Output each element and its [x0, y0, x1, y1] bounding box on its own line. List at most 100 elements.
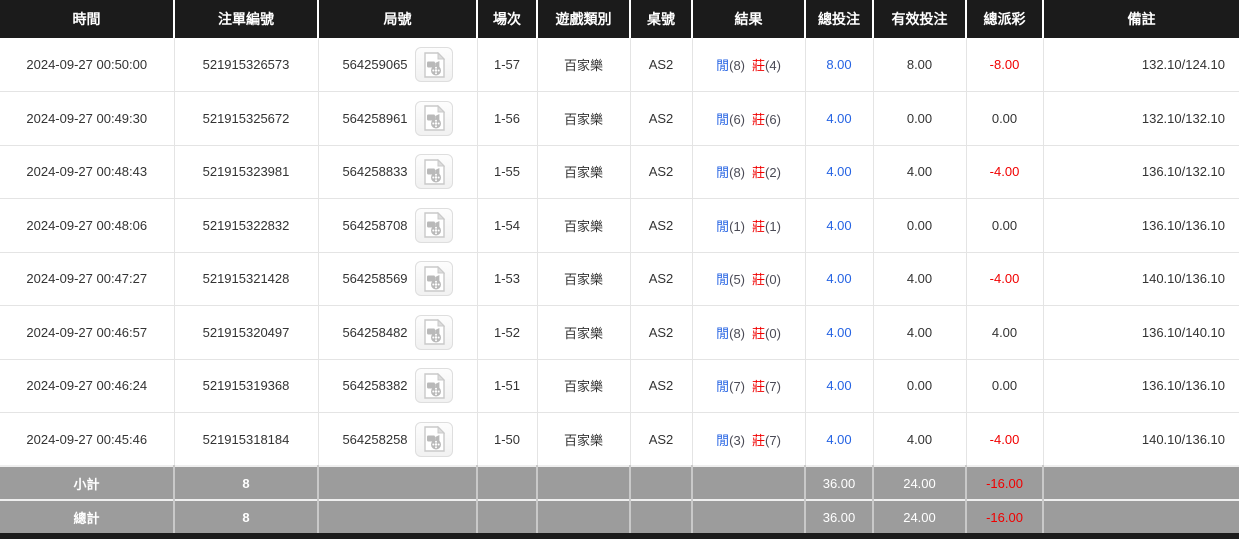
video-replay-button[interactable] — [414, 421, 453, 457]
total-payout-cell: -4.00 — [966, 412, 1044, 467]
player-score: (8) — [729, 58, 745, 73]
total-payout-cell: 4.00 — [966, 305, 1044, 360]
result-cell: 閒(6) 莊(6) — [692, 91, 806, 146]
video-replay-button[interactable] — [414, 314, 453, 350]
video-replay-button[interactable] — [414, 261, 453, 297]
subtotal-empty-session — [477, 465, 538, 500]
table-body: 2024-09-27 00:50:00 521915326573 5642590… — [0, 38, 1239, 467]
video-file-icon — [423, 426, 445, 452]
total-empty-result — [692, 499, 806, 533]
subtotal-empty-result — [692, 465, 806, 500]
session-cell: 1-55 — [477, 145, 538, 199]
round-cell: 564258569 — [318, 252, 478, 306]
banker-score: (0) — [765, 325, 781, 341]
remark-cell: 136.10/140.10 — [1043, 305, 1239, 360]
round-cell: 564258482 — [318, 305, 478, 360]
banker-score: (1) — [765, 218, 781, 234]
col-header-table-no: 桌號 — [630, 0, 693, 38]
banker-result-label: 莊 — [752, 218, 766, 234]
video-replay-button[interactable] — [414, 47, 453, 82]
video-replay-button[interactable] — [414, 154, 453, 190]
banker-score: (0) — [765, 272, 781, 288]
subtotal-empty-round — [318, 465, 478, 500]
result-cell: 閒(1) 莊(1) — [692, 198, 806, 253]
total-payout-cell: 0.00 — [966, 359, 1044, 413]
col-header-total-payout: 總派彩 — [966, 0, 1044, 38]
subtotal-empty-remark — [1043, 465, 1239, 500]
bet-id-cell: 521915325672 — [174, 91, 319, 146]
player-result-label: 閒 — [716, 165, 730, 181]
banker-score: (2) — [765, 165, 781, 181]
result-cell: 閒(8) 莊(4) — [692, 38, 806, 92]
session-cell: 1-53 — [477, 252, 538, 306]
bet-id-cell: 521915320497 — [174, 305, 319, 360]
table-no-cell: AS2 — [630, 145, 693, 199]
result-cell: 閒(7) 莊(7) — [692, 359, 806, 413]
time-cell: 2024-09-27 00:46:57 — [0, 305, 175, 360]
banker-result-label: 莊 — [752, 272, 766, 288]
bet-id-cell: 521915319368 — [174, 359, 319, 413]
bet-id-cell: 521915326573 — [174, 38, 319, 92]
table-row: 2024-09-27 00:48:06 521915322832 5642587… — [0, 198, 1239, 253]
total-empty-table — [630, 499, 693, 533]
video-replay-button[interactable] — [414, 207, 453, 243]
round-cell: 564259065 — [318, 38, 478, 92]
table-row: 2024-09-27 00:48:43 521915323981 5642588… — [0, 145, 1239, 199]
col-header-session: 場次 — [477, 0, 538, 38]
video-replay-button[interactable] — [414, 368, 453, 404]
total-total-bet: 36.00 — [805, 499, 874, 533]
banker-result-label: 莊 — [752, 58, 766, 73]
valid-bet-cell: 4.00 — [873, 145, 967, 199]
subtotal-valid-bet: 24.00 — [873, 465, 967, 500]
round-number: 564258708 — [342, 217, 408, 233]
table-footer: 小計 8 36.00 24.00 -16.00 總計 8 36.00 24.00… — [0, 465, 1239, 533]
remark-cell: 132.10/132.10 — [1043, 91, 1239, 146]
total-total-payout: -16.00 — [966, 499, 1044, 533]
total-bet-cell: 4.00 — [805, 145, 874, 199]
total-payout-cell: 0.00 — [966, 91, 1044, 146]
total-row: 總計 8 36.00 24.00 -16.00 — [0, 499, 1239, 533]
total-payout-cell: 0.00 — [966, 198, 1044, 253]
table-row: 2024-09-27 00:46:57 521915320497 5642584… — [0, 305, 1239, 360]
total-payout-cell: -4.00 — [966, 145, 1044, 199]
game-type-cell: 百家樂 — [537, 91, 631, 146]
total-bet-cell: 8.00 — [805, 38, 874, 92]
total-empty-session — [477, 499, 538, 533]
game-type-cell: 百家樂 — [537, 412, 631, 467]
valid-bet-cell: 8.00 — [873, 38, 967, 92]
remark-cell: 136.10/136.10 — [1043, 359, 1239, 413]
player-score: (1) — [729, 218, 745, 234]
session-cell: 1-51 — [477, 359, 538, 413]
video-replay-button[interactable] — [414, 100, 453, 136]
round-number: 564258833 — [342, 164, 408, 180]
player-score: (8) — [729, 165, 745, 181]
player-result-label: 閒 — [716, 58, 730, 73]
subtotal-empty-game — [537, 465, 631, 500]
col-header-total-bet: 總投注 — [805, 0, 874, 38]
bet-id-cell: 521915322832 — [174, 198, 319, 253]
total-valid-bet: 24.00 — [873, 499, 967, 533]
player-score: (7) — [729, 379, 745, 395]
video-file-icon — [423, 372, 445, 399]
remark-cell: 140.10/136.10 — [1043, 412, 1239, 467]
valid-bet-cell: 0.00 — [873, 359, 967, 413]
player-result-label: 閒 — [716, 218, 730, 234]
subtotal-count: 8 — [174, 465, 319, 500]
total-bet-cell: 4.00 — [805, 305, 874, 360]
total-empty-game — [537, 499, 631, 533]
table-no-cell: AS2 — [630, 305, 693, 360]
table-row: 2024-09-27 00:49:30 521915325672 5642589… — [0, 91, 1239, 146]
subtotal-label: 小計 — [0, 465, 175, 500]
round-number: 564258482 — [342, 324, 408, 340]
session-cell: 1-50 — [477, 412, 538, 467]
subtotal-total-bet: 36.00 — [805, 465, 874, 500]
round-number: 564258961 — [342, 110, 408, 126]
valid-bet-cell: 4.00 — [873, 252, 967, 306]
game-type-cell: 百家樂 — [537, 305, 631, 360]
video-file-icon — [423, 265, 445, 292]
video-file-icon — [423, 319, 445, 345]
session-cell: 1-56 — [477, 91, 538, 146]
bet-id-cell: 521915321428 — [174, 252, 319, 306]
game-type-cell: 百家樂 — [537, 198, 631, 253]
table-no-cell: AS2 — [630, 91, 693, 146]
